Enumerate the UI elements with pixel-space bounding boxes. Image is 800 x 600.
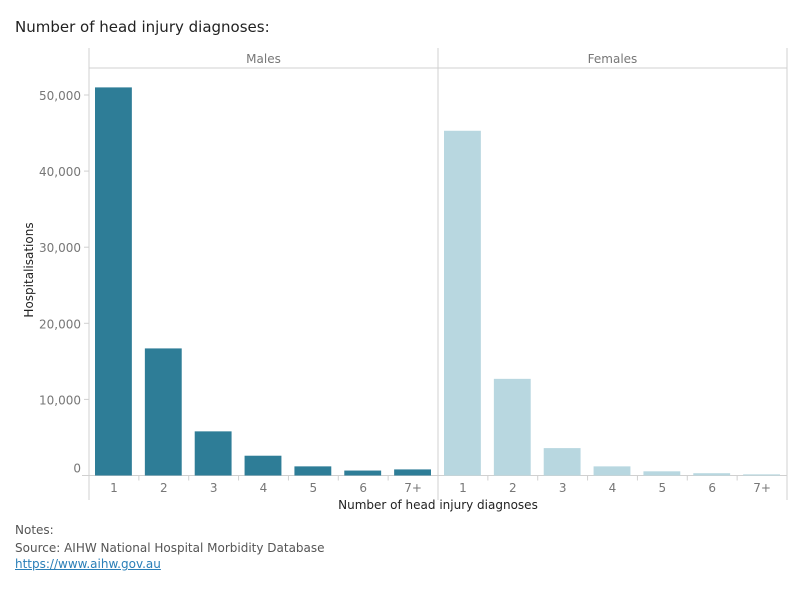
y-tick-label: 30,000: [39, 241, 81, 255]
x-tick-label: 1: [110, 481, 118, 495]
bar-males-2: [144, 348, 182, 476]
bar-males-7+: [394, 469, 431, 476]
x-axis-title: Number of head injury diagnoses: [338, 498, 538, 512]
x-tick-label: 3: [210, 481, 218, 495]
y-tick-label: 10,000: [39, 393, 81, 407]
bar-females-5: [643, 471, 681, 476]
x-tick-label: 7+: [753, 481, 771, 495]
x-tick-label: 6: [708, 481, 716, 495]
y-tick-label: 20,000: [39, 317, 81, 331]
x-tick-label: 5: [310, 481, 318, 495]
x-tick-label: 4: [260, 481, 268, 495]
panel-header-females: Females: [588, 52, 638, 66]
chart-title: Number of head injury diagnoses:: [15, 18, 270, 36]
bar-males-6: [344, 470, 382, 476]
bar-males-5: [294, 466, 332, 476]
bar-males-4: [244, 455, 282, 476]
bar-females-6: [693, 473, 731, 476]
panel-header-males: Males: [246, 52, 281, 66]
x-tick-label: 7+: [404, 481, 422, 495]
bar-females-1: [444, 130, 481, 476]
bar-females-4: [593, 466, 631, 476]
x-tick-label: 6: [359, 481, 367, 495]
y-tick-label: 0: [73, 462, 81, 476]
bar-females-7+: [743, 474, 780, 476]
x-tick-label: 3: [559, 481, 567, 495]
x-tick-label: 2: [160, 481, 168, 495]
x-tick-label: 1: [459, 481, 467, 495]
aihw-link[interactable]: https://www.aihw.gov.au: [15, 557, 161, 571]
y-tick-label: 40,000: [39, 165, 81, 179]
x-tick-label: 2: [509, 481, 517, 495]
bar-males-1: [95, 87, 132, 476]
y-tick-label: 50,000: [39, 89, 81, 103]
x-tick-label: 5: [659, 481, 667, 495]
source-text: Source: AIHW National Hospital Morbidity…: [15, 541, 325, 555]
bar-females-2: [493, 378, 531, 476]
notes-label: Notes:: [15, 523, 54, 537]
bar-females-3: [543, 448, 581, 476]
y-axis-title: Hospitalisations: [22, 222, 36, 317]
x-tick-label: 4: [609, 481, 617, 495]
bar-males-3: [194, 431, 232, 476]
